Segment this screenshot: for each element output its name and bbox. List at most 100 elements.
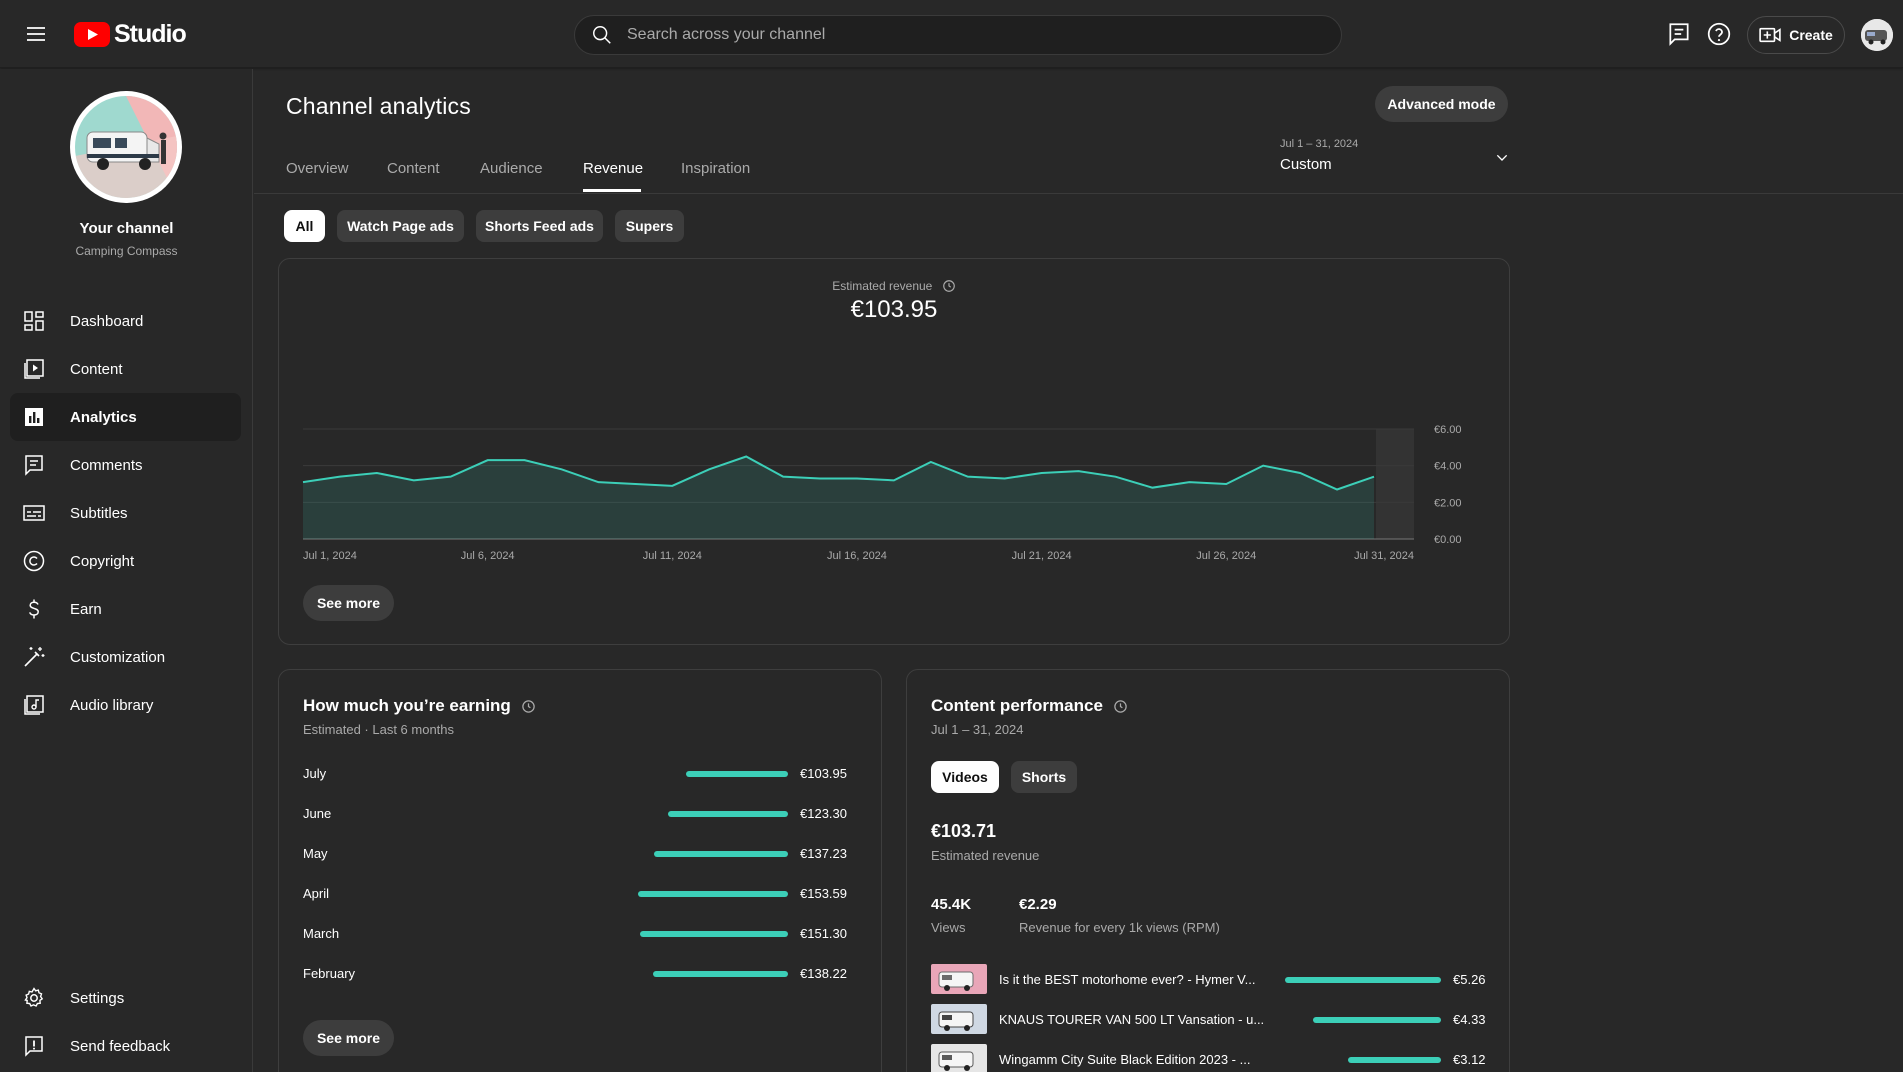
sidebar-item-customization[interactable]: Customization [10,633,241,681]
copyright-icon [23,550,45,572]
channel-title[interactable]: Your channel [79,220,174,237]
chevron-down-icon [1496,154,1508,161]
earning-card-title-row: How much you’re earning [303,696,536,716]
earning-row: May €137.23 [303,844,849,864]
video-title[interactable]: Wingamm City Suite Black Edition 2023 - … [999,1052,1251,1067]
chart-x-tick-label: Jul 6, 2024 [461,550,515,562]
date-range-text: Jul 1 – 31, 2024 [1280,138,1359,150]
earning-bar [686,771,788,777]
comments-icon [25,455,43,476]
menu-icon[interactable] [22,22,50,46]
chart-x-tick-label: Jul 21, 2024 [1012,550,1072,562]
studio-logo[interactable]: Studio [74,20,187,49]
content-total-revenue: €103.71 [931,821,997,841]
rpm-value: €2.29 [1019,896,1057,913]
sidebar-item-analytics[interactable]: Analytics [10,393,241,441]
video-row[interactable]: Wingamm City Suite Black Edition 2023 - … [931,1044,1487,1072]
video-title[interactable]: KNAUS TOURER VAN 500 LT Vansation - u... [999,1012,1265,1027]
sidebar-item-copyright[interactable]: Copyright [10,537,241,585]
studio-logo-text: Studio [114,20,187,48]
sidebar-item-label: Comments [70,456,143,474]
earning-card: How much you’re earning Estimated · Last… [278,669,882,1072]
content-icon [24,359,44,379]
sidebar-item-label: Earn [70,600,102,618]
sidebar-item-label: Audio library [70,696,154,714]
tab-overview[interactable]: Overview [286,160,349,177]
tab-audience[interactable]: Audience [480,160,543,177]
channel-avatar[interactable] [70,91,182,203]
video-thumbnail[interactable] [931,1044,987,1072]
rpm-label: Revenue for every 1k views (RPM) [1019,920,1220,935]
content-chip-shorts[interactable]: Shorts [1011,761,1077,793]
tab-revenue[interactable]: Revenue [583,160,644,177]
feedback-icon [25,1036,43,1057]
revenue-see-more-button[interactable]: See more [303,585,394,621]
audio-library-icon [24,695,44,715]
earning-row: March €151.30 [303,924,849,944]
earning-month: March [303,926,340,941]
earning-month: April [303,886,330,901]
channel-name: Camping Compass [75,244,178,258]
clock-icon [522,699,535,713]
sidebar-item-content[interactable]: Content [10,345,241,393]
sidebar-item-comments[interactable]: Comments [10,441,241,489]
earning-bar [640,931,788,937]
sidebar-item-label: Send feedback [70,1037,171,1055]
video-revenue-value: €3.12 [1453,1052,1486,1067]
clock-icon [942,279,955,292]
top-bar: Studio Create [0,0,1903,68]
sidebar-item-audio-library[interactable]: Audio library [10,681,241,729]
video-row[interactable]: KNAUS TOURER VAN 500 LT Vansation - u...… [931,1004,1487,1034]
sidebar-item-dashboard[interactable]: Dashboard [10,297,241,345]
video-revenue-bar [1312,1017,1441,1023]
video-thumbnail[interactable] [931,964,987,994]
earning-month: July [303,766,327,781]
chart-y-tick-label: €6.00 [1434,424,1462,436]
advanced-mode-button[interactable]: Advanced mode [1375,86,1508,122]
sidebar-item-settings[interactable]: Settings [10,974,241,1022]
tab-inspiration[interactable]: Inspiration [681,160,751,177]
sidebar-item-label: Customization [70,648,166,666]
channel-avatar-image [75,96,177,198]
tab-content[interactable]: Content [387,160,440,177]
filter-chip-supers[interactable]: Supers [615,210,684,242]
earning-value: €103.95 [800,766,847,781]
revenue-chart-card: Estimated revenue €103.95 Jul 1, 2024 Jul… [278,258,1510,645]
filter-chip-watch-page-ads[interactable]: Watch Page ads [337,210,464,242]
date-range-picker[interactable]: Jul 1 – 31, 2024 Custom [1280,138,1510,182]
date-range-label: Custom [1280,156,1332,173]
search-icon [593,26,611,44]
sidebar-item-label: Subtitles [70,504,128,522]
video-thumbnail[interactable] [931,1004,987,1034]
chart-x-tick-label: Jul 1, 2024 [303,550,357,562]
video-row[interactable]: Is it the BEST motorhome ever? - Hymer V… [931,964,1487,994]
video-title[interactable]: Is it the BEST motorhome ever? - Hymer V… [999,972,1256,987]
earn-icon [28,599,39,619]
sidebar-item-send-feedback[interactable]: Send feedback [10,1022,241,1070]
earning-see-more-button[interactable]: See more [303,1020,394,1056]
filter-chip-shorts-feed-ads[interactable]: Shorts Feed ads [476,210,603,242]
create-video-icon [1759,27,1781,43]
dashboard-icon [24,311,44,331]
page-title: Channel analytics [286,93,471,119]
earning-value: €151.30 [800,926,847,941]
filter-chip-all[interactable]: All [284,210,325,242]
earning-row: June €123.30 [303,804,849,824]
chart-x-tick-label: Jul 31, 2024 [1354,550,1414,562]
sidebar-item-subtitles[interactable]: Subtitles [10,489,241,537]
create-label: Create [1789,27,1833,43]
help-icon[interactable] [1706,21,1732,47]
chart-y-tick-label: €2.00 [1434,497,1462,509]
account-avatar[interactable] [1861,19,1893,51]
search-bar[interactable] [574,15,1342,55]
revenue-label-row: Estimated revenue [279,278,1509,293]
create-button[interactable]: Create [1747,16,1845,54]
feedback-messages-icon[interactable] [1666,21,1692,47]
search-input[interactable] [627,26,1307,44]
revenue-chart[interactable]: Jul 1, 2024 Jul 6, 2024 Jul 11, 2024 Jul 16… [279,409,1511,659]
earning-value: €138.22 [800,966,847,981]
sidebar-item-label: Settings [70,989,125,1007]
chart-incomplete-band [1376,429,1414,539]
content-chip-videos[interactable]: Videos [931,761,999,793]
sidebar-item-earn[interactable]: Earn [10,585,241,633]
